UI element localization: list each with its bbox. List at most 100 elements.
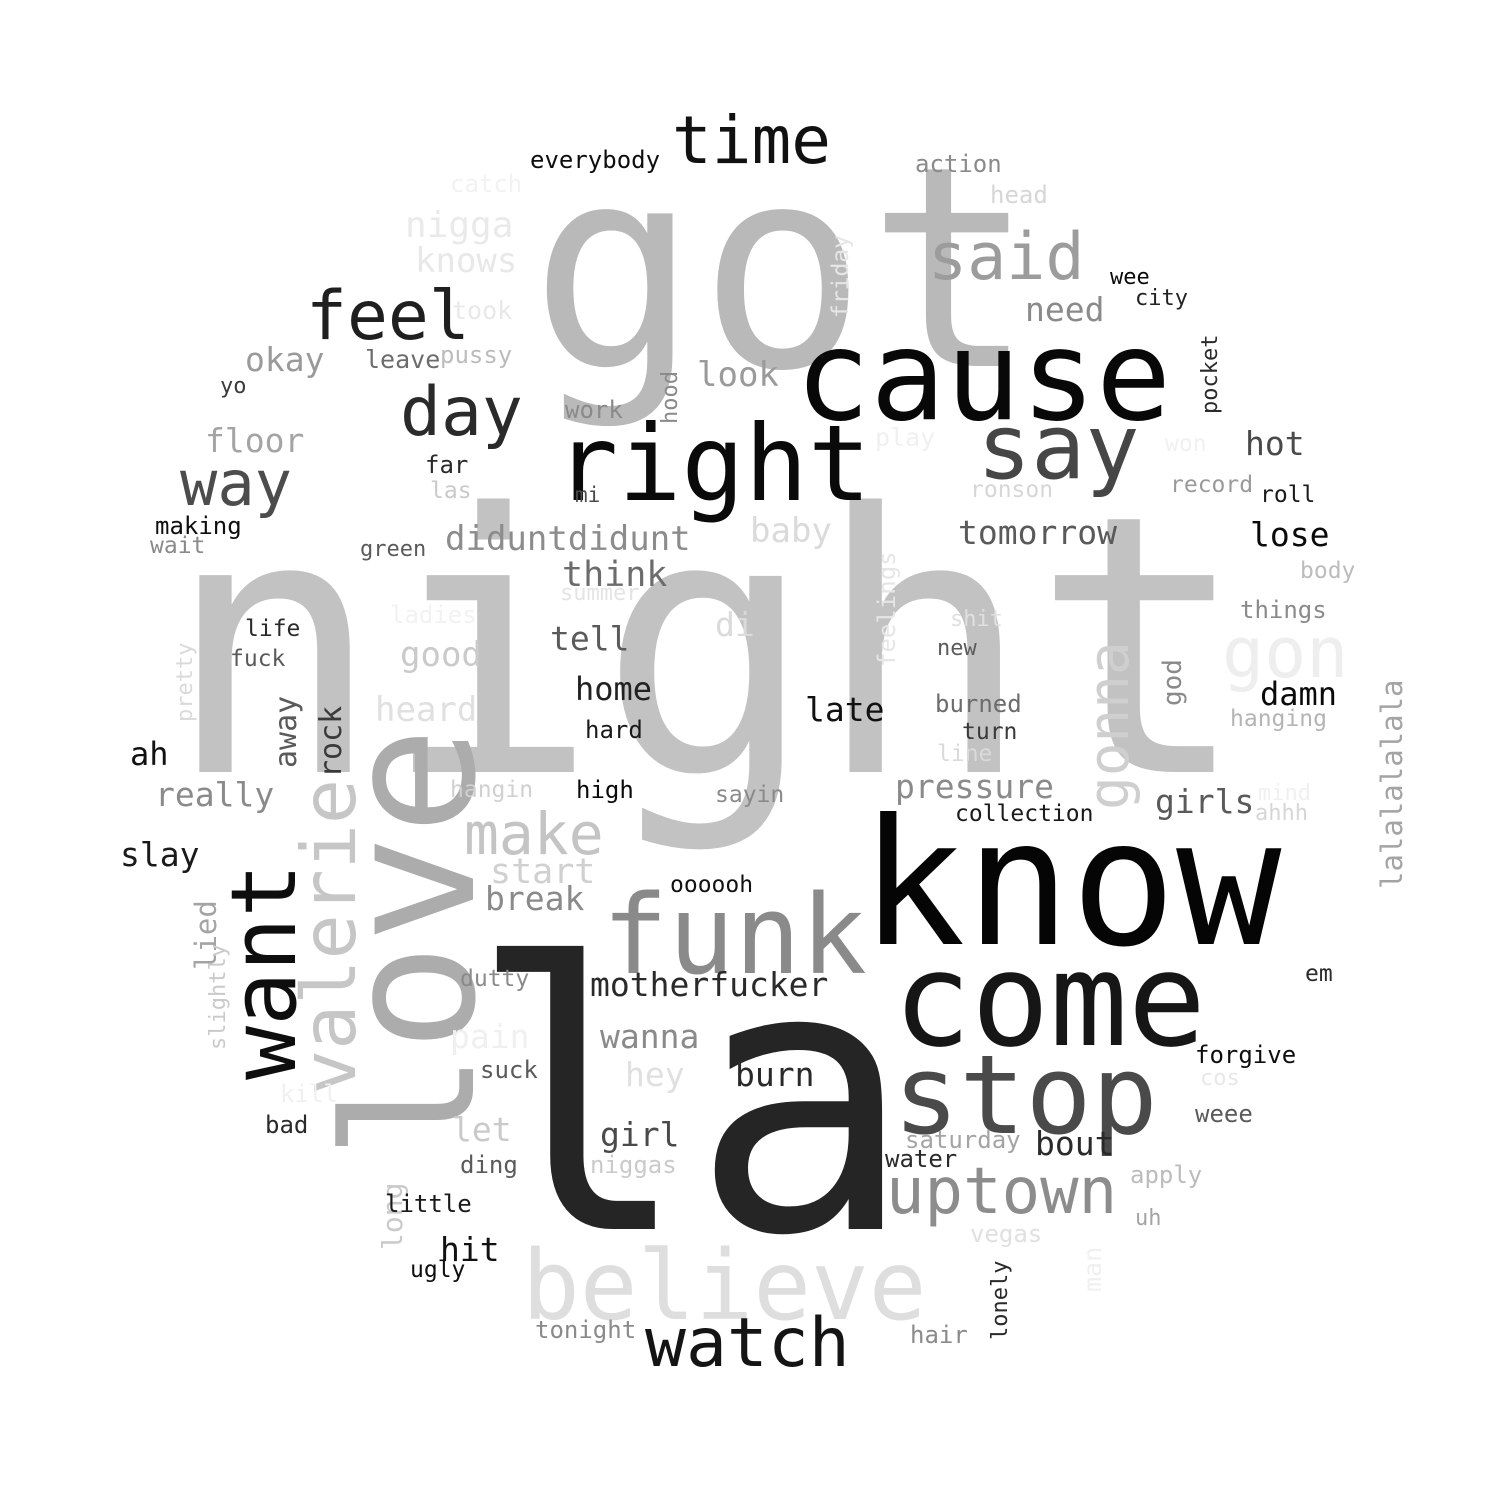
word-look: look	[697, 355, 779, 395]
word-pressure: pressure	[895, 767, 1054, 806]
word-man: man	[1078, 1246, 1107, 1292]
word-high: high	[576, 776, 634, 804]
word-burned: burned	[935, 690, 1022, 718]
word-got: got	[530, 107, 1036, 433]
word-ugly: ugly	[410, 1257, 466, 1283]
word-things: things	[1240, 596, 1327, 624]
word-hangin: hangin	[450, 777, 534, 803]
word-suck: suck	[480, 1056, 538, 1084]
word-dutty: dutty	[460, 966, 530, 992]
word-feelings: feelings	[873, 551, 901, 667]
word-start: start	[490, 852, 596, 892]
word-valerie: valerie	[285, 778, 373, 1095]
word-pain: pain	[450, 1017, 530, 1056]
word-em: em	[1305, 961, 1333, 987]
word-action: action	[915, 150, 1002, 178]
word-ronson: ronson	[970, 477, 1054, 503]
word-way: way	[180, 447, 292, 520]
word-new: new	[937, 636, 977, 661]
word-motherfucker: motherfucker	[590, 965, 829, 1004]
word-hard: hard	[585, 716, 643, 744]
word-late: late	[805, 690, 885, 729]
word-la: la	[468, 887, 914, 1317]
word-lose: lose	[1250, 515, 1330, 554]
word-water: water	[885, 1145, 958, 1173]
word-apply: apply	[1130, 1161, 1203, 1189]
word-lalalalalala: lalalalalala	[1375, 679, 1409, 889]
word-hair: hair	[910, 1321, 968, 1349]
word-pussy: pussy	[440, 341, 513, 369]
word-fuck: fuck	[230, 646, 286, 672]
word-tomorrow: tomorrow	[958, 513, 1117, 552]
word-hood: hood	[658, 371, 683, 424]
word-bad: bad	[265, 1111, 309, 1139]
word-good: good	[400, 635, 482, 675]
word-life: life	[245, 616, 301, 642]
word-away: away	[269, 695, 304, 768]
word-everybody: everybody	[530, 146, 661, 174]
word-ah: ah	[130, 735, 169, 773]
word-cause: cause	[795, 304, 1172, 449]
word-damn: damn	[1260, 675, 1338, 713]
word-feel: feel	[306, 277, 470, 356]
word-summer: summer	[560, 581, 640, 606]
word-time: time	[672, 102, 831, 179]
word-funk: funk	[602, 871, 867, 999]
word-floor: floor	[205, 421, 305, 460]
word-need: need	[1025, 290, 1105, 329]
word-gon: gon	[1222, 612, 1349, 694]
word-won: won	[1165, 431, 1207, 457]
word-knows: knows	[415, 241, 518, 281]
word-oooooh: oooooh	[670, 872, 754, 898]
word-say: say	[977, 395, 1140, 500]
word-head: head	[990, 181, 1048, 209]
word-mind: mind	[1258, 781, 1311, 806]
word-said: said	[928, 220, 1085, 295]
word-green: green	[360, 537, 427, 562]
word-come: come	[893, 924, 1207, 1076]
word-god: god	[1158, 659, 1188, 706]
word-rock: rock	[314, 705, 349, 778]
word-girl: girl	[600, 1115, 680, 1154]
word-turn: turn	[962, 719, 1018, 745]
word-tell: tell	[550, 619, 630, 658]
word-collection: collection	[955, 801, 1094, 827]
word-baby: baby	[750, 511, 832, 551]
word-ahhh: ahhh	[1255, 801, 1308, 826]
word-record: record	[1170, 472, 1254, 498]
word-stop: stop	[893, 1031, 1158, 1159]
word-really: really	[155, 775, 275, 814]
word-hot: hot	[1245, 424, 1305, 463]
word-wait: wait	[150, 533, 206, 559]
word-city: city	[1135, 286, 1188, 311]
word-body: body	[1300, 558, 1356, 584]
word-right: right	[555, 403, 872, 525]
word-nigga: nigga	[405, 205, 514, 246]
word-line: line	[937, 741, 993, 767]
word-far: far	[425, 451, 469, 479]
word-burn: burn	[735, 1055, 815, 1094]
word-vegas: vegas	[970, 1220, 1043, 1248]
word-diduntdidunt: diduntdidunt	[445, 519, 691, 559]
word-slightly: slightly	[206, 944, 231, 1050]
word-di: di	[715, 605, 755, 644]
word-know: know	[860, 783, 1282, 986]
word-yo: yo	[220, 374, 247, 399]
word-home: home	[575, 670, 653, 708]
word-play: play	[875, 423, 936, 452]
word-kill: kill	[280, 1080, 338, 1108]
word-tonight: tonight	[535, 1316, 637, 1344]
word-think: think	[562, 555, 668, 595]
word-hanging: hanging	[1230, 706, 1327, 732]
word-let: let	[452, 1110, 512, 1149]
word-friday: friday	[828, 234, 854, 318]
word-niggas: niggas	[590, 1151, 677, 1179]
word-las: las	[430, 478, 472, 504]
word-pocket: pocket	[1198, 334, 1223, 414]
word-heard: heard	[375, 690, 478, 730]
word-shit: shit	[950, 607, 1003, 632]
word-night: night	[165, 438, 1249, 857]
word-wanna: wanna	[600, 1017, 700, 1056]
word-sayin: sayin	[715, 782, 785, 808]
word-okay: okay	[245, 340, 325, 379]
